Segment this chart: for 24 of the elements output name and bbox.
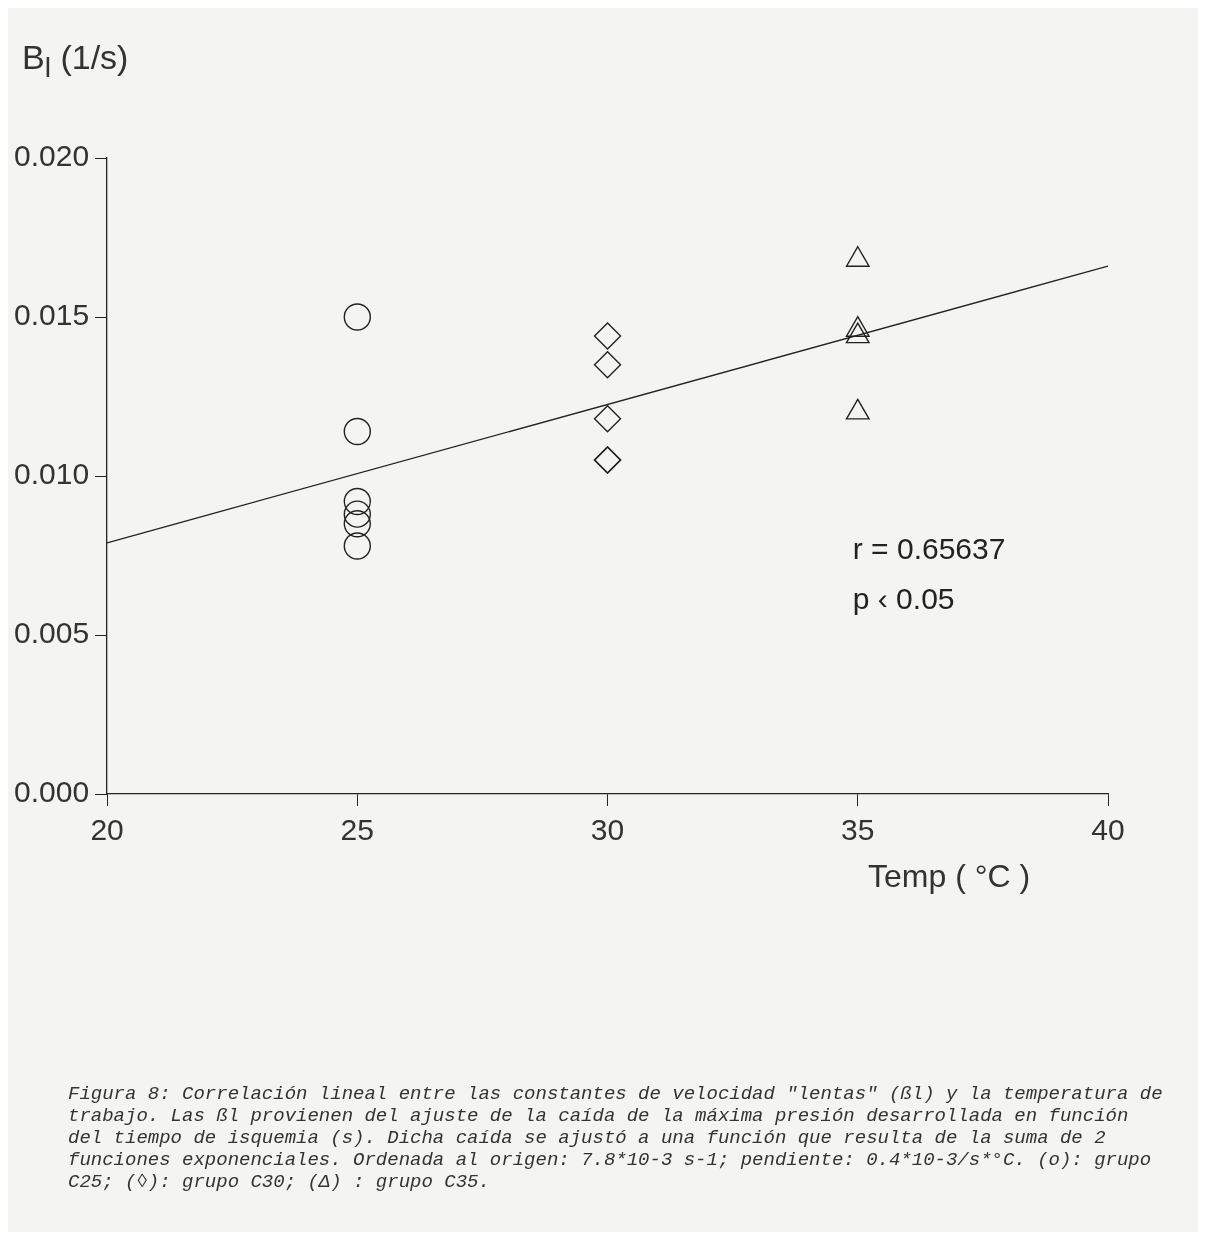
point	[593, 405, 622, 433]
y-axis-title: B$_{l}$ (1/s)	[22, 38, 129, 84]
y-tick-label: 0.005	[14, 616, 90, 650]
y-tick-label: 0.015	[14, 298, 90, 332]
y-tick-label: 0.010	[14, 457, 90, 491]
x-tick-label: 30	[590, 813, 625, 847]
x-tick-label: 25	[340, 813, 374, 847]
x-axis-title: Temp ( °C )	[868, 858, 1031, 895]
point	[593, 322, 622, 350]
point	[343, 510, 372, 538]
x-tick-label: 40	[1091, 813, 1125, 847]
annotation: r = 0.65637	[852, 531, 1006, 565]
y-tick-label: 0.020	[14, 139, 90, 173]
point	[343, 500, 372, 528]
point	[343, 487, 372, 516]
y-tick-label: 0.000	[14, 775, 90, 809]
x-tick-label: 35	[841, 813, 875, 847]
point	[343, 417, 372, 446]
x-tick-label: 20	[90, 813, 124, 847]
annotation: p ‹ 0.05	[852, 581, 955, 615]
text: Figura 8: Correlación lineal entre las constantes de velocidad "lentas" (ßl) y la temperatura de trabajo. Las ßl provienen del ajuste de la caída de la máxima presión desarrollada en función del tiempo de isquemia (s). Dicha caída se ajustó a una función que resulta de la suma de 2 funciones exponenciales. Ordenada al origen: 7.8*10-3 s-1; pendiente: 0.4*10-3/s*°C. (o): grupo C25; (◊): grupo C30; (Δ) : grupo C35.	[68, 1083, 1164, 1193]
point	[593, 351, 622, 379]
point	[343, 303, 372, 331]
point	[343, 532, 372, 560]
